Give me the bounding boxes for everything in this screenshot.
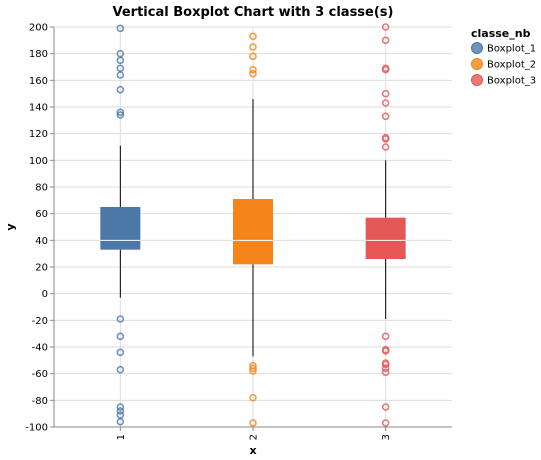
outlier-point bbox=[381, 89, 390, 98]
legend-symbol bbox=[471, 58, 483, 70]
outlier-point bbox=[249, 32, 257, 41]
outlier-point bbox=[116, 111, 125, 119]
box bbox=[100, 207, 141, 250]
y-tick-label: -20 bbox=[32, 316, 48, 327]
y-tick-label: 160 bbox=[29, 76, 48, 87]
outlier-point bbox=[116, 332, 125, 341]
outlier-point bbox=[116, 56, 125, 65]
outlier-point bbox=[381, 347, 390, 355]
outlier-point bbox=[381, 143, 390, 151]
box bbox=[365, 217, 406, 259]
y-tick-label: -60 bbox=[32, 369, 48, 380]
legend-label: Boxplot_3 bbox=[487, 76, 536, 87]
y-tick-label: 0 bbox=[42, 289, 48, 300]
outlier-point bbox=[249, 52, 257, 61]
outlier-point bbox=[381, 419, 390, 427]
outlier-point bbox=[249, 65, 257, 74]
outlier-point bbox=[116, 365, 125, 374]
outlier-point bbox=[381, 112, 390, 121]
legend-label: Boxplot_1 bbox=[487, 44, 536, 55]
outlier-point bbox=[249, 364, 257, 373]
outlier-point bbox=[381, 364, 390, 373]
y-tick-label: 80 bbox=[35, 183, 48, 194]
outlier-point bbox=[116, 417, 125, 426]
outlier-point bbox=[116, 403, 125, 411]
x-tick-label: 3 bbox=[381, 434, 392, 440]
y-axis-title: y bbox=[4, 223, 17, 230]
y-tick-label: 20 bbox=[35, 263, 48, 274]
legend-symbol bbox=[471, 74, 483, 86]
outlier-point bbox=[116, 108, 125, 117]
outlier-point bbox=[381, 360, 390, 369]
plot-marks bbox=[100, 23, 406, 427]
outlier-point bbox=[381, 368, 390, 377]
outlier-point bbox=[381, 332, 390, 341]
legend-title: classe_nb bbox=[471, 27, 531, 40]
legend: classe_nb Boxplot_1 Boxplot_2 Boxplot_3 bbox=[471, 27, 536, 87]
outlier-point bbox=[381, 135, 390, 143]
outlier-point bbox=[249, 393, 257, 402]
y-tick-label: 40 bbox=[35, 236, 48, 247]
y-tick-label: 180 bbox=[29, 49, 48, 60]
outlier-point bbox=[381, 65, 390, 74]
outlier-point bbox=[116, 315, 125, 323]
outlier-point bbox=[381, 36, 390, 45]
outlier-point bbox=[116, 85, 125, 94]
y-tick-label: 60 bbox=[35, 209, 48, 220]
y-tick-label: 200 bbox=[29, 23, 48, 34]
y-tick-label: 120 bbox=[29, 129, 48, 140]
legend-label: Boxplot_2 bbox=[487, 60, 536, 71]
outlier-point bbox=[381, 403, 390, 411]
outlier-point bbox=[116, 24, 125, 33]
x-axis-title: x bbox=[249, 444, 256, 457]
outlier-point bbox=[249, 43, 257, 51]
outlier-point bbox=[116, 71, 125, 79]
outlier-point bbox=[381, 99, 390, 107]
outlier-point bbox=[249, 69, 257, 78]
y-tick-label: 140 bbox=[29, 103, 48, 114]
axes: -100 -80 -60 -40 -20 0 20 40 60 80 100 120 140 160 180… bbox=[25, 23, 452, 440]
y-tick-label: 100 bbox=[29, 156, 48, 167]
x-tick-label: 2 bbox=[249, 434, 260, 440]
outlier-point bbox=[116, 407, 125, 415]
chart-title: Vertical Boxplot Chart with 3 classe(s) bbox=[113, 5, 394, 20]
x-tick-label: 1 bbox=[116, 434, 127, 440]
outlier-point bbox=[116, 348, 125, 357]
y-tick-label: -80 bbox=[32, 396, 48, 407]
outlier-point bbox=[381, 23, 390, 31]
outlier-point bbox=[249, 419, 257, 427]
legend-symbol bbox=[471, 42, 483, 54]
box bbox=[233, 199, 273, 265]
y-tick-label: -100 bbox=[25, 423, 48, 434]
y-tick-label: -40 bbox=[32, 343, 48, 354]
outlier-point bbox=[249, 367, 257, 375]
